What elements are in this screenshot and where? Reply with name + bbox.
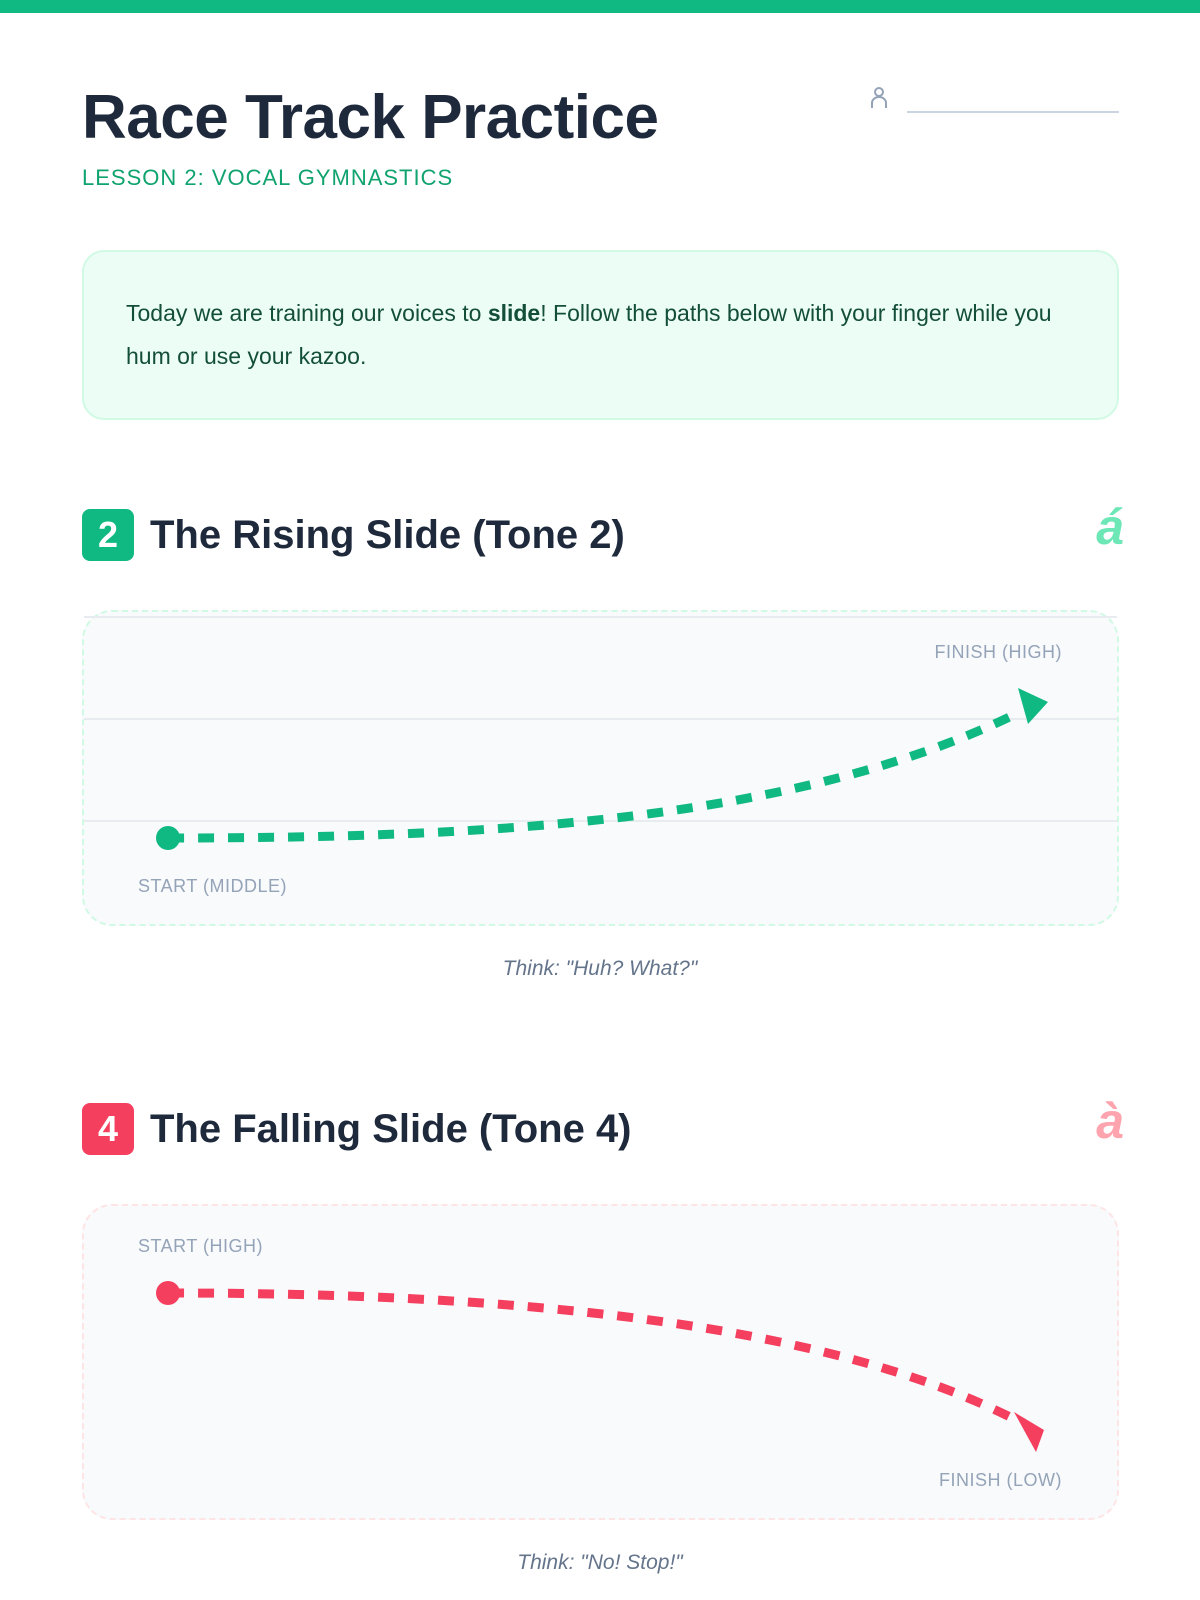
tone-badge: 4	[82, 1103, 134, 1155]
section-heading-falling: 4 The Falling Slide (Tone 4)	[82, 1102, 632, 1156]
falling-path	[167, 1288, 1019, 1425]
tone-mark-glyph: á	[1096, 499, 1124, 555]
start-label: START (HIGH)	[138, 1236, 263, 1256]
user-icon	[871, 87, 887, 108]
finish-arrow-icon	[1018, 688, 1048, 724]
finish-label: FINISH (LOW)	[939, 1470, 1062, 1490]
section-title: The Rising Slide (Tone 2)	[150, 512, 625, 557]
rising-path	[167, 707, 1022, 843]
rising-track	[82, 610, 1119, 926]
intro-box: Today we are training our voices to slid…	[82, 250, 1119, 420]
section-title: The Falling Slide (Tone 4)	[150, 1106, 632, 1151]
intro-text: Today we are training our voices to	[126, 300, 488, 326]
falling-caption: Think: "No! Stop!"	[517, 1551, 683, 1574]
rising-caption: Think: "Huh? What?"	[502, 957, 698, 980]
top-accent-bar	[0, 0, 1200, 13]
falling-track	[82, 1204, 1119, 1520]
start-dot	[156, 826, 180, 850]
intro-bold: slide	[487, 300, 541, 326]
lesson-subtitle: LESSON 2: VOCAL GYMNASTICS	[82, 165, 454, 190]
page-title: Race Track Practice	[82, 83, 659, 152]
finish-arrow-icon	[1014, 1412, 1044, 1452]
tone-badge: 2	[82, 509, 134, 561]
start-dot	[156, 1281, 180, 1305]
intro-text-rest: ! Follow the paths below with your finge…	[126, 300, 1052, 369]
name-input-line[interactable]	[907, 111, 1119, 113]
finish-label: FINISH (HIGH)	[935, 642, 1063, 662]
tone-mark-glyph: à	[1096, 1093, 1124, 1149]
section-heading-rising: 2 The Rising Slide (Tone 2)	[82, 508, 625, 562]
start-label: START (MIDDLE)	[138, 876, 287, 896]
